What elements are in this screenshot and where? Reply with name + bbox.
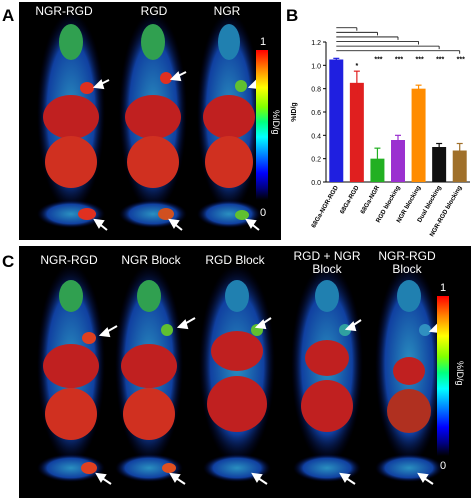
mouse-scan-c5 <box>375 264 443 482</box>
col-label-a-2: RGD <box>140 4 168 18</box>
col-label-c-2: NGR Block <box>121 253 181 267</box>
significance-label: *** <box>395 56 403 63</box>
panel-c-letter: C <box>2 252 15 271</box>
y-tick-label: 0.2 <box>311 157 321 164</box>
colorbar-c <box>437 296 449 456</box>
y-tick-label: 1.0 <box>311 63 321 70</box>
x-tick-label: 68Ga-NGR-RGD <box>310 184 340 229</box>
pet-scan-c <box>37 264 446 485</box>
bar <box>452 150 467 182</box>
mouse-scan-1 <box>37 12 105 228</box>
mouse-scan-3 <box>197 12 261 228</box>
arrows-a <box>92 71 265 231</box>
colorbar-a-unit: %ID/g <box>271 110 281 135</box>
bar <box>391 140 405 182</box>
colorbar-a <box>256 50 268 200</box>
col-label-a-3: NGR <box>213 4 241 18</box>
mouse-scan-c1 <box>37 264 105 482</box>
pet-scan-a <box>37 12 265 231</box>
mouse-scan-c2 <box>115 264 183 482</box>
colorbar-c-unit: %ID/g <box>455 361 465 386</box>
bar <box>329 59 344 182</box>
bar <box>432 147 447 182</box>
y-tick-label: 0.6 <box>311 110 321 117</box>
panel-b-chart: 0.00.20.40.60.81.01.2%ID/g68Ga-NGR-RGD68… <box>291 27 470 238</box>
col-label-c-4: RGD + NGR Block <box>293 249 361 276</box>
col-label-a-1: NGR-RGD <box>35 4 93 18</box>
col-label-c-5: NGR-RGD Block <box>378 249 436 276</box>
panel-c-image: NGR-RGD NGR Block RGD Block RGD + NGR Bl… <box>19 246 471 498</box>
mouse-scan-c3 <box>199 264 275 482</box>
y-tick-label: 1.2 <box>311 40 321 47</box>
panel-a-letter: A <box>2 6 15 25</box>
y-tick-label: 0.4 <box>311 133 321 140</box>
col-label-c-3: RGD Block <box>205 253 265 267</box>
colorbar-a-max: 1 <box>260 36 267 48</box>
y-tick-label: 0.8 <box>311 87 321 94</box>
bar <box>349 82 364 182</box>
colorbar-a-min: 0 <box>260 207 267 219</box>
colorbar-c-max: 1 <box>440 282 447 294</box>
significance-label: *** <box>374 56 382 63</box>
panel-a-image: NGR-RGD RGD NGR 1 0 %ID/g <box>19 2 281 240</box>
x-tick-label: 68Ga-RGD <box>339 184 361 215</box>
significance-label: *** <box>436 56 444 63</box>
x-tick-label: 68Ga-NGR <box>359 184 381 215</box>
significance-label: * <box>355 63 358 70</box>
y-tick-label: 0.0 <box>311 180 321 187</box>
panel-b-letter: B <box>286 6 299 25</box>
col-label-c-1: NGR-RGD <box>40 253 98 267</box>
significance-label: *** <box>457 56 465 63</box>
significance-label: *** <box>416 56 424 63</box>
bar <box>411 88 426 182</box>
bar <box>370 158 385 182</box>
mouse-scan-2 <box>119 12 187 228</box>
colorbar-c-min: 0 <box>440 460 447 472</box>
y-axis-label: %ID/g <box>291 102 298 121</box>
mouse-scan-c4 <box>291 264 363 482</box>
